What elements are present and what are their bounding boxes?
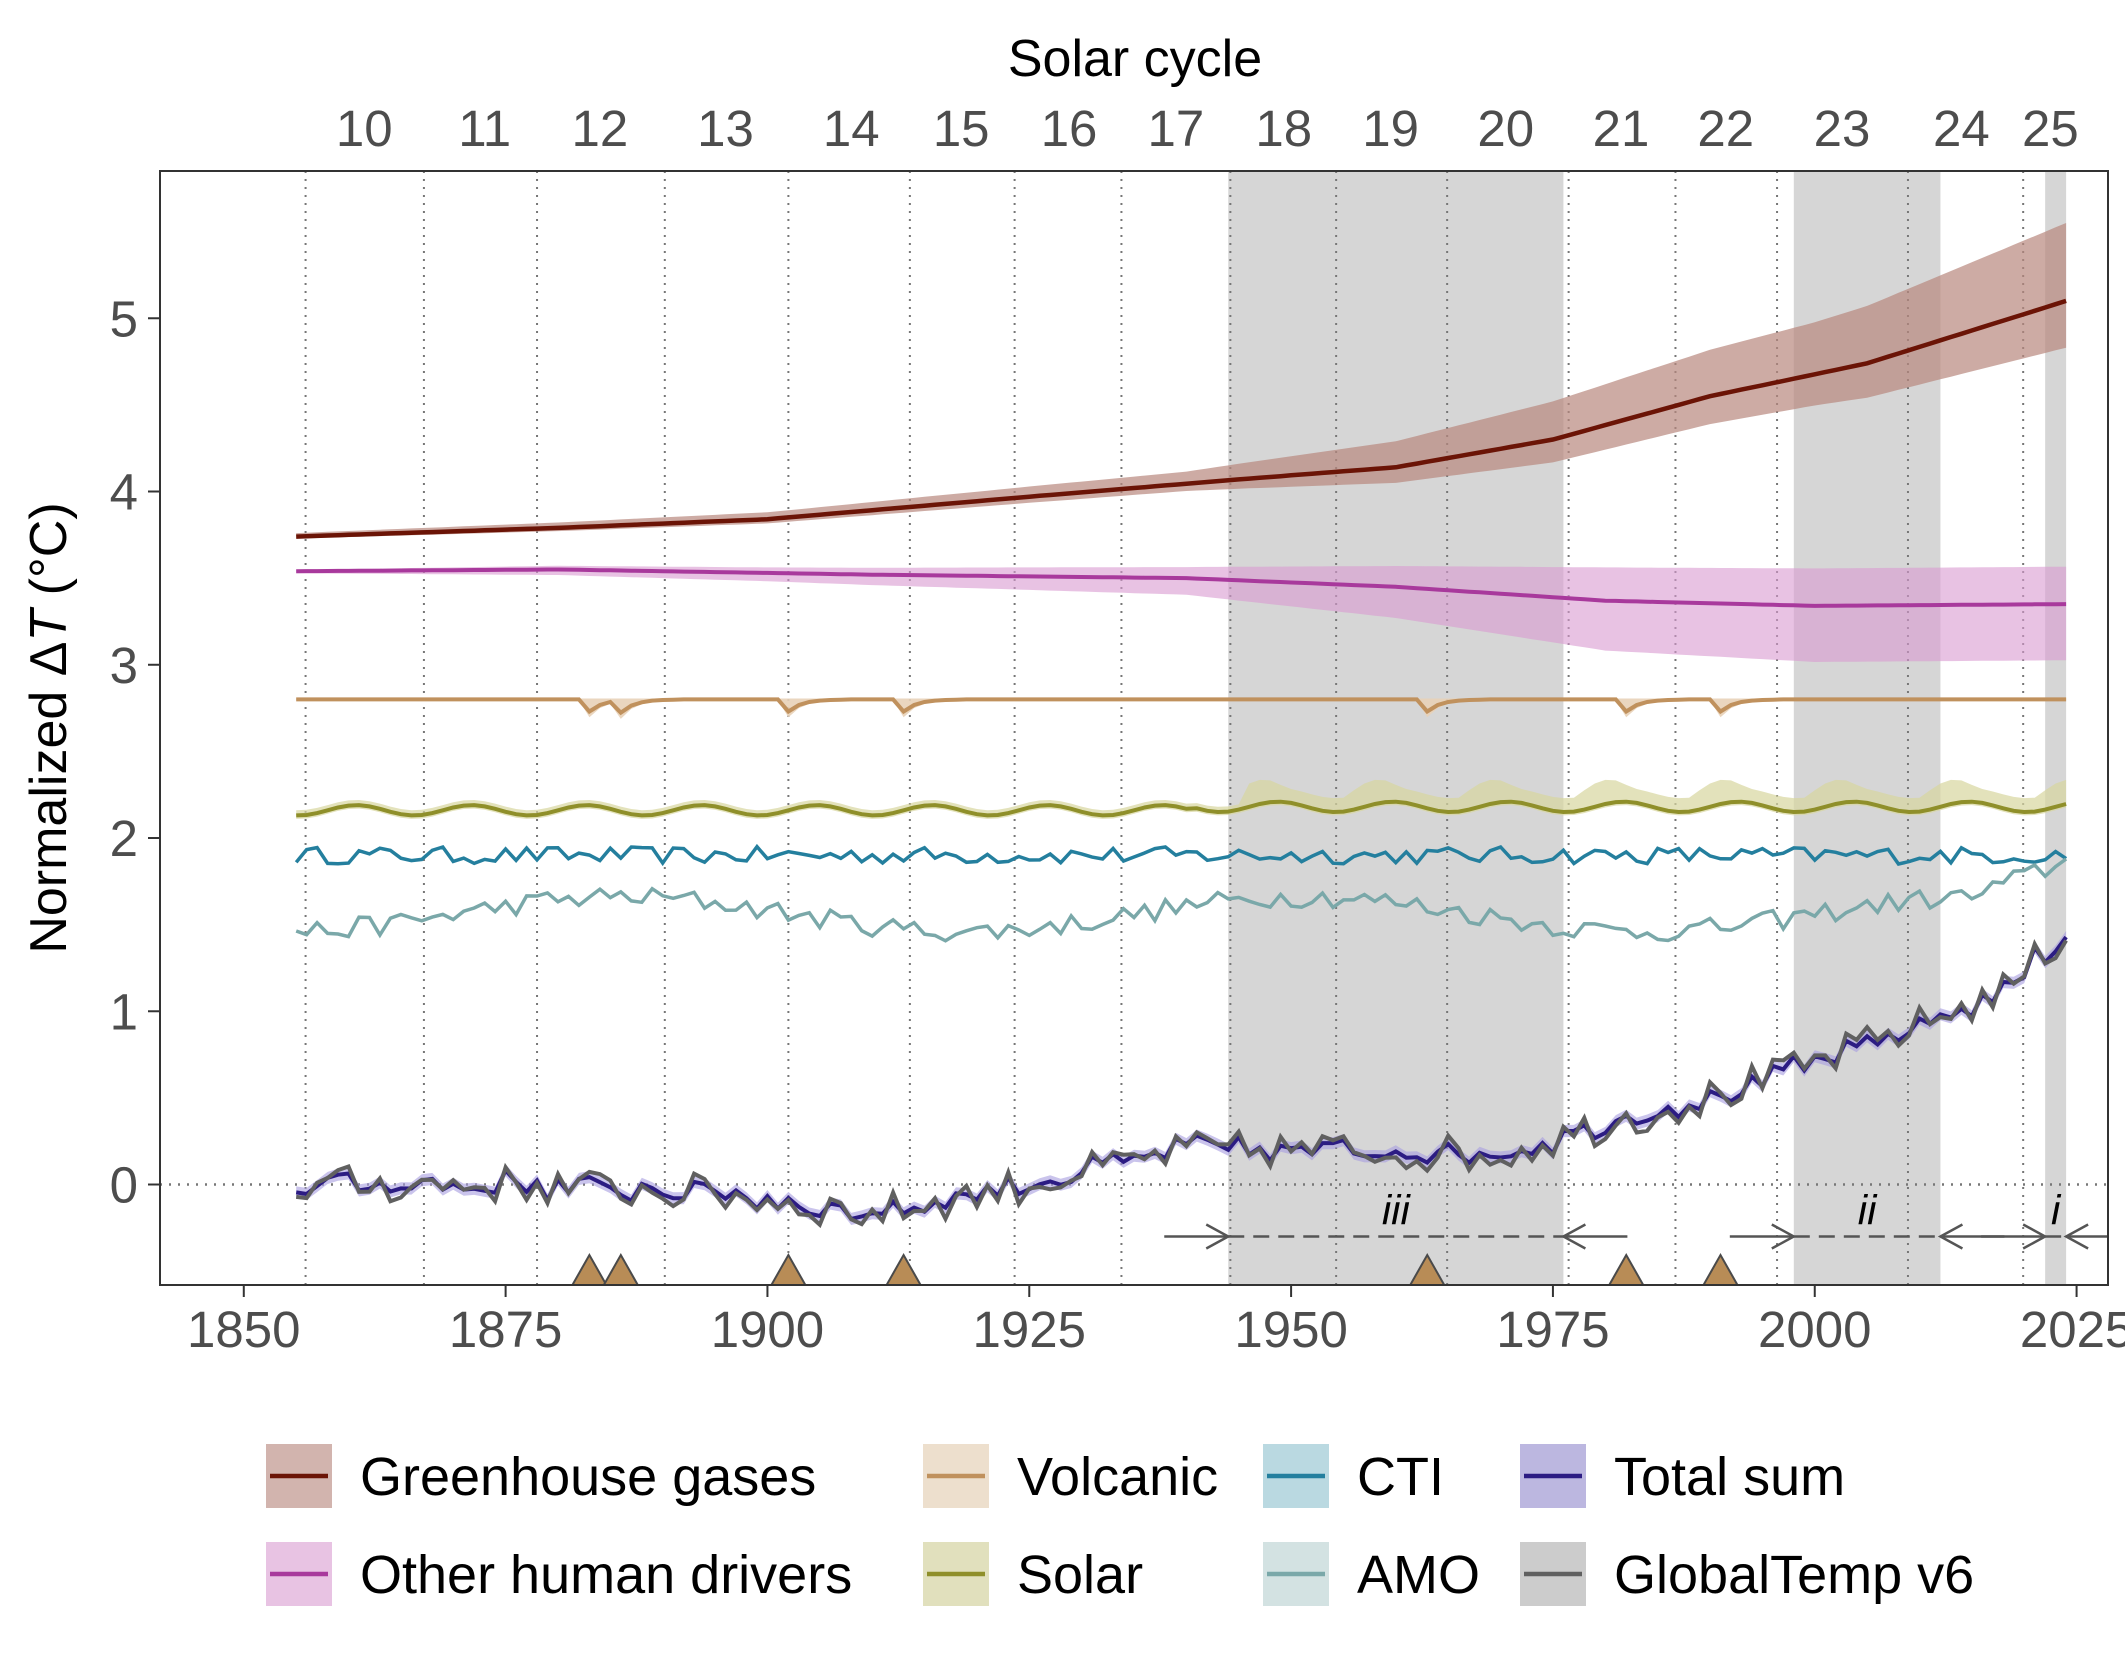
y-tick-label: 3 xyxy=(110,637,138,694)
solar-cycle-label: 14 xyxy=(823,100,880,157)
cti-line xyxy=(294,843,2068,867)
y-axis-title-suffix: (°C) xyxy=(20,502,78,609)
solar-cycle-label: 16 xyxy=(1041,100,1098,157)
solar-band xyxy=(296,779,2067,819)
legend-label: Volcanic xyxy=(1017,1447,1218,1507)
period-arrowhead-right-ii xyxy=(1937,1223,1964,1250)
volcanic-eruption-triangle xyxy=(1607,1252,1645,1286)
top-axis-title: Solar cycle xyxy=(1008,30,1262,88)
volcanic-band xyxy=(296,698,2067,719)
solar-cycle-label: 18 xyxy=(1255,100,1312,157)
x-tick-label: 1900 xyxy=(711,1301,824,1358)
y-axis-title-italic: T xyxy=(20,607,78,642)
x-tick-label: 2000 xyxy=(1758,1301,1871,1358)
series-group xyxy=(294,223,2068,1229)
volcanic-eruption-triangle xyxy=(1701,1252,1740,1286)
period-arrowhead-right-i xyxy=(2063,1223,2089,1250)
legend-label: Other human drivers xyxy=(360,1545,852,1605)
y-axis-title-prefix: Normalized Δ xyxy=(20,642,78,954)
solar-cycle-label: 12 xyxy=(572,100,629,157)
volcanic-eruption-markers xyxy=(570,1252,1740,1286)
y-axis: 0 1 2 3 4 5 xyxy=(110,290,160,1214)
solar-cycle-label: 23 xyxy=(1814,100,1871,157)
volcanic-line xyxy=(296,697,2067,716)
x-tick-label: 1950 xyxy=(1234,1301,1347,1358)
other-human-drivers-line xyxy=(296,567,2067,608)
period-arrowhead-left-ii xyxy=(1771,1223,1797,1250)
volcanic-eruption-triangle xyxy=(884,1252,923,1286)
plot-panel-border xyxy=(159,170,2109,1286)
volcanic-eruption-triangle xyxy=(769,1252,808,1286)
solar-cycle-label: 17 xyxy=(1148,100,1205,157)
period-arrows: iii ii i xyxy=(1164,1186,2108,1250)
volcanic-eruption-triangle xyxy=(570,1252,609,1286)
period-arrowhead-right-iii xyxy=(1560,1223,1586,1250)
solar-line xyxy=(296,799,2067,818)
period-arrowhead-left-i xyxy=(2022,1223,2048,1250)
x-tick-label: 1875 xyxy=(449,1301,562,1358)
shaded-period-i xyxy=(2045,171,2067,1285)
top-axis-solar-cycle: 10 11 12 13 14 15 16 17 18 19 20 21 22 23 24 25 xyxy=(336,100,2079,157)
legend-label: GlobalTemp v6 xyxy=(1614,1545,1974,1605)
period-label-ii: ii xyxy=(1858,1186,1878,1233)
period-label-i: i xyxy=(2051,1186,2062,1233)
x-tick-label: 1850 xyxy=(187,1301,300,1358)
y-tick-label: 1 xyxy=(110,983,138,1040)
solar-cycle-label: 21 xyxy=(1593,100,1650,157)
globaltemp-v6-line xyxy=(295,939,2068,1229)
y-tick-label: 0 xyxy=(110,1157,138,1214)
x-axis: 1850 1875 1900 1925 1950 1975 2000 2025 xyxy=(187,1285,2125,1358)
period-label-iii: iii xyxy=(1382,1186,1412,1233)
x-tick-label: 2025 xyxy=(2020,1301,2125,1358)
solar-cycle-label: 20 xyxy=(1477,100,1534,157)
x-tick-label: 1925 xyxy=(973,1301,1086,1358)
greenhouse-gases-band xyxy=(296,223,2067,539)
solar-cycle-label: 19 xyxy=(1362,100,1419,157)
volcanic-eruption-triangle xyxy=(602,1252,640,1286)
solar-cycle-label: 25 xyxy=(2022,100,2079,157)
legend-label: Greenhouse gases xyxy=(360,1447,816,1507)
legend: Greenhouse gases Other human drivers Volca… xyxy=(266,1444,1974,1606)
solar-cycle-label: 11 xyxy=(458,100,511,157)
x-tick-label: 1975 xyxy=(1496,1301,1609,1358)
solar-cycle-label: 15 xyxy=(933,100,990,157)
legend-label: CTI xyxy=(1357,1447,1444,1507)
solar-cycle-label: 22 xyxy=(1697,100,1754,157)
shaded-period-iii xyxy=(1228,171,1564,1285)
y-axis-title: Normalized ΔT (°C) xyxy=(20,502,78,953)
period-arrowhead-left-iii xyxy=(1205,1223,1231,1250)
solar-cycle-label: 13 xyxy=(697,100,754,157)
y-tick-label: 4 xyxy=(110,464,138,521)
legend-label: Total sum xyxy=(1614,1447,1845,1507)
greenhouse-gases-line xyxy=(296,298,2067,539)
solar-cycle-label: 24 xyxy=(1933,100,1990,157)
legend-label: Solar xyxy=(1017,1545,1143,1605)
y-tick-label: 5 xyxy=(110,290,138,347)
y-tick-label: 2 xyxy=(110,810,138,867)
amo-line xyxy=(295,857,2068,943)
other-human-drivers-band xyxy=(296,565,2067,662)
legend-label: AMO xyxy=(1357,1545,1480,1605)
solar-cycle-label: 10 xyxy=(336,100,393,157)
